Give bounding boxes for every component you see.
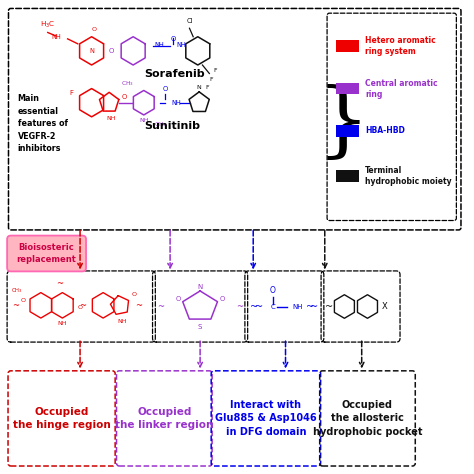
Text: ~: ~ (255, 301, 263, 311)
Text: CH$_3$: CH$_3$ (11, 286, 23, 295)
Text: ~: ~ (325, 301, 333, 311)
Text: NH: NH (118, 319, 127, 324)
Text: Terminal
hydrophobic moiety: Terminal hydrophobic moiety (365, 166, 452, 186)
Text: O: O (132, 292, 137, 298)
Text: NH: NH (176, 42, 186, 48)
Text: F: F (213, 68, 217, 73)
Text: C: C (271, 303, 275, 310)
Text: H$_3$C: H$_3$C (40, 20, 55, 30)
Text: Central aromatic
ring: Central aromatic ring (365, 79, 438, 99)
Text: ~: ~ (236, 302, 243, 311)
Text: X: X (381, 302, 387, 311)
Text: NH: NH (52, 34, 62, 40)
Text: Main
essential
features of
VEGFR-2
inhibitors: Main essential features of VEGFR-2 inhib… (18, 94, 68, 154)
Text: O: O (21, 298, 26, 303)
Text: NH: NH (139, 118, 148, 123)
Text: ~: ~ (12, 301, 19, 310)
Text: ~: ~ (250, 301, 258, 311)
Text: O: O (77, 305, 82, 310)
Text: NH: NH (292, 303, 303, 310)
Text: O: O (270, 286, 276, 295)
Text: ~: ~ (56, 279, 64, 288)
Text: F: F (69, 90, 73, 96)
Text: NH: NH (155, 42, 164, 48)
Text: CH$_3$: CH$_3$ (121, 79, 134, 88)
Bar (337, 125, 359, 137)
Text: }: } (317, 84, 369, 164)
Text: F: F (210, 77, 213, 82)
Text: Occupied
the linker region: Occupied the linker region (115, 407, 213, 430)
Text: N: N (198, 284, 203, 290)
Text: HBA-HBD: HBA-HBD (365, 127, 405, 136)
Text: Interact with
Glu885 & Asp1046
in DFG domain: Interact with Glu885 & Asp1046 in DFG do… (215, 400, 317, 437)
Bar (337, 170, 359, 182)
Text: ~: ~ (157, 302, 164, 311)
Bar (337, 82, 359, 94)
Text: ~: ~ (306, 301, 314, 311)
Text: ~: ~ (79, 301, 86, 310)
Text: NH: NH (58, 321, 67, 326)
Text: O: O (219, 296, 225, 302)
Text: O: O (175, 296, 181, 302)
Text: O: O (163, 86, 168, 92)
Text: ~: ~ (310, 301, 319, 311)
Text: Bioisosteric
replacement: Bioisosteric replacement (17, 244, 76, 264)
Text: N: N (89, 48, 94, 54)
Text: ~: ~ (135, 301, 142, 310)
Text: Occupied
the hinge region: Occupied the hinge region (13, 407, 110, 430)
Text: NH: NH (107, 116, 116, 121)
Text: NH: NH (171, 100, 181, 106)
Text: O: O (108, 48, 114, 54)
Text: N: N (197, 85, 201, 91)
Text: S: S (198, 324, 202, 330)
Text: Hetero aromatic
ring system: Hetero aromatic ring system (365, 36, 436, 56)
Text: O: O (91, 27, 96, 32)
FancyBboxPatch shape (7, 236, 86, 272)
Text: CH$_3$: CH$_3$ (154, 119, 167, 128)
Text: O: O (170, 36, 175, 42)
Bar (337, 40, 359, 52)
Text: Occupied
the allosteric
hydrophobic pocket: Occupied the allosteric hydrophobic pock… (313, 400, 422, 437)
Text: Cl: Cl (186, 18, 193, 25)
Text: Sunitinib: Sunitinib (145, 121, 201, 131)
Text: F: F (205, 85, 209, 90)
Text: O: O (121, 94, 127, 100)
Text: Sorafenib: Sorafenib (145, 69, 205, 80)
